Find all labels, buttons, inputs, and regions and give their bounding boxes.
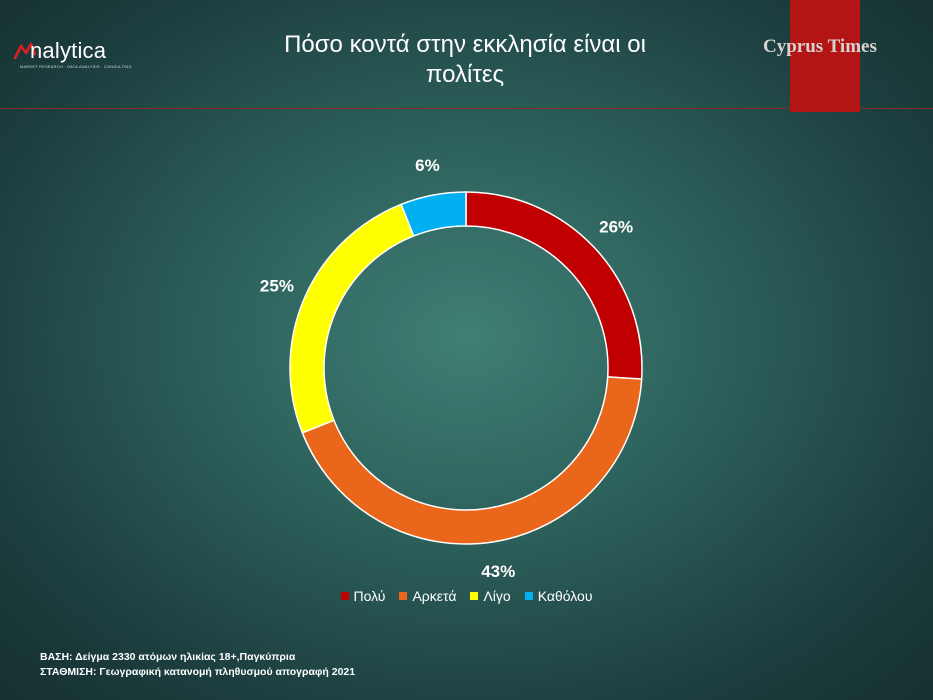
- legend-swatch: [524, 592, 533, 600]
- data-label-4: 6%: [415, 156, 440, 175]
- analytica-logo: nalytica MARKET RESEARCH · DATA ANALYSIS…: [14, 38, 132, 72]
- brand-name: Cyprus Times: [763, 36, 877, 57]
- data-label-1: 26%: [599, 217, 633, 236]
- title-line-1: Πόσο κοντά στην εκκλησία είναι οι: [284, 31, 646, 58]
- chart-legend: Πολύ Αρκετά Λίγο Καθόλου: [0, 588, 933, 604]
- page-title: Πόσο κοντά στην εκκλησία είναι οι πολίτε…: [230, 30, 700, 90]
- legend-label: Αρκετά: [412, 588, 457, 604]
- footnote-base: ΒΑΣΗ: Δείγμα 2330 ατόμων ηλικίας 18+,Παγ…: [40, 651, 296, 663]
- legend-item-2: Αρκετά: [399, 588, 456, 604]
- brand-bar: [790, 0, 860, 112]
- title-line-2: πολίτες: [425, 61, 505, 88]
- legend-swatch: [470, 592, 479, 600]
- legend-item-4: Καθόλου: [524, 588, 593, 604]
- footnote-weighting: ΣΤΑΘΜΙΣΗ: Γεωγραφική κατανομή πληθυσμού …: [40, 666, 356, 678]
- legend-label: Καθόλου: [537, 588, 593, 604]
- donut-slice-2: [301, 376, 643, 545]
- header-divider: [0, 108, 933, 109]
- footnote: ΒΑΣΗ: Δείγμα 2330 ατόμων ηλικίας 18+,Παγ…: [40, 650, 355, 680]
- legend-swatch: [340, 592, 349, 600]
- logo-text: nalytica: [30, 38, 107, 63]
- data-label-2: 43%: [481, 562, 515, 581]
- data-label-3: 25%: [260, 277, 294, 296]
- donut-slice-4: [400, 191, 467, 237]
- legend-label: Λίγο: [483, 588, 511, 604]
- analytica-logo-icon: [14, 42, 36, 60]
- donut-slice-3: [289, 203, 415, 434]
- legend-label: Πολύ: [353, 588, 386, 604]
- logo-subtext: MARKET RESEARCH · DATA ANALYSIS · CONSUL…: [20, 64, 132, 69]
- legend-item-3: Λίγο: [470, 588, 511, 604]
- legend-swatch: [399, 592, 408, 600]
- legend-item-1: Πολύ: [340, 588, 386, 604]
